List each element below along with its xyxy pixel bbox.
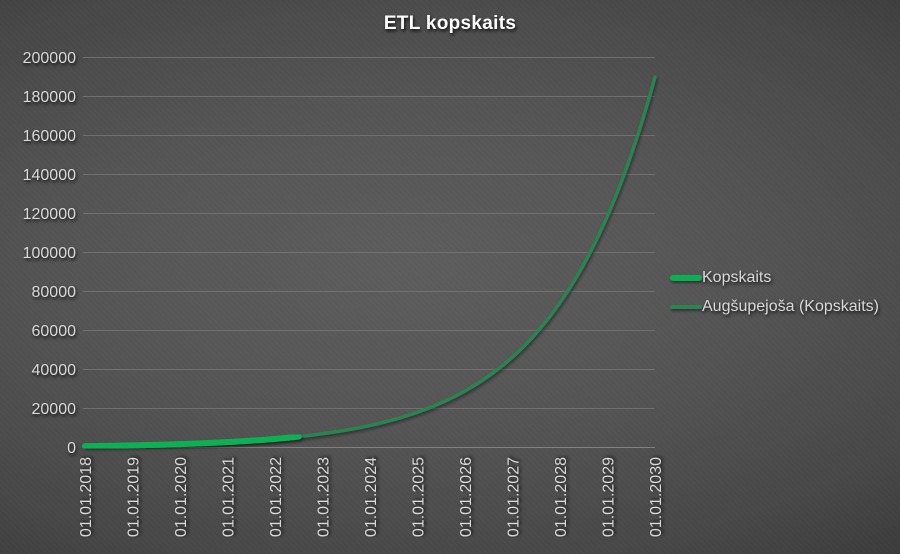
legend-line-marker-kopskaits	[670, 275, 702, 281]
y-axis-label: 200000	[23, 50, 76, 67]
y-axis-label: 40000	[32, 362, 77, 379]
x-axis-label: 01.01.2027	[506, 457, 523, 537]
x-axis-label: 01.01.2021	[221, 457, 238, 537]
y-axis-label: 100000	[23, 245, 76, 262]
chart-title: ETL kopskaits	[383, 13, 517, 34]
gridlines	[83, 57, 655, 448]
legend: Kopskaits Augšupejoša (Kopskaits)	[670, 267, 879, 318]
x-axis-label: 01.01.2030	[648, 457, 665, 537]
x-axis-label: 01.01.2024	[363, 457, 380, 537]
legend-item-kopskaits: Kopskaits	[670, 267, 879, 289]
trendline-path	[83, 75, 657, 448]
legend-line-marker-trendline	[670, 305, 702, 309]
x-axis-label: 01.01.2018	[78, 457, 95, 537]
y-axis-label: 20000	[32, 401, 77, 418]
y-axis-label: 60000	[32, 323, 77, 340]
y-axis-label: 160000	[23, 128, 76, 145]
x-axis-label: 01.01.2028	[553, 457, 570, 537]
x-axis-label: 01.01.2022	[268, 457, 285, 537]
x-axis-label: 01.01.2029	[601, 457, 618, 537]
legend-label: Augšupejoša (Kopskaits)	[702, 298, 879, 315]
y-axis-label: 180000	[23, 89, 76, 106]
x-axis-label: 01.01.2019	[126, 457, 143, 537]
kopskaits-line-path	[82, 433, 302, 450]
y-axis-label: 140000	[23, 167, 76, 184]
x-axis-labels: 01.01.2018 01.01.2019 01.01.2020 01.01.2021…	[78, 457, 665, 537]
x-axis-label: 01.01.2020	[173, 457, 190, 537]
y-axis-labels: 0 20000 40000 60000 80000 100000 120000 140000 1…	[23, 50, 76, 457]
legend-label: Kopskaits	[702, 269, 772, 286]
x-axis-label: 01.01.2026	[458, 457, 475, 537]
y-axis-label: 80000	[32, 284, 77, 301]
y-axis-label: 120000	[23, 206, 76, 223]
legend-item-trendline: Augšupejoša (Kopskaits)	[670, 296, 879, 318]
x-axis-label: 01.01.2025	[411, 457, 428, 537]
x-axis-label: 01.01.2023	[316, 457, 333, 537]
y-axis-label: 0	[67, 440, 76, 457]
